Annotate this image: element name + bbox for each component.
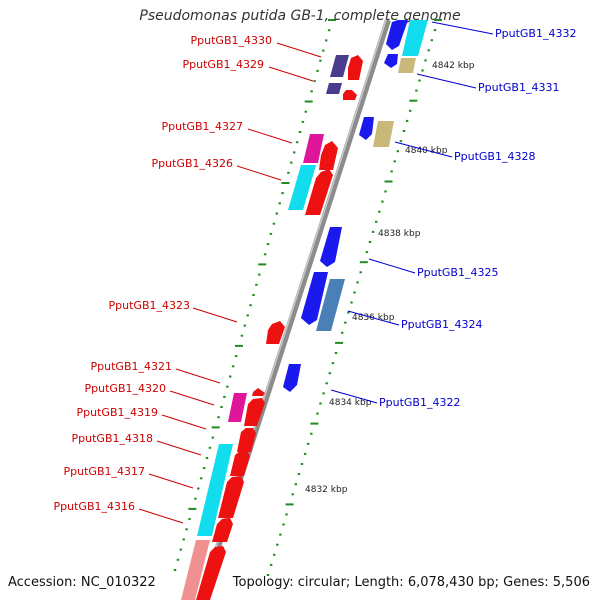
length-label: Length: xyxy=(354,575,404,590)
gene-label-4330[interactable]: PputGB1_4330 xyxy=(191,34,272,47)
gene-label-4317[interactable]: PputGB1_4317 xyxy=(64,465,145,478)
gene-label-4329[interactable]: PputGB1_4329 xyxy=(183,58,264,71)
leader-4324 xyxy=(347,310,400,326)
leader-4322 xyxy=(330,389,378,404)
minus-strand-genes xyxy=(181,55,363,600)
scale-label-4832: 4832 kbp xyxy=(305,485,348,495)
leader-4321 xyxy=(175,368,221,384)
accession-label: Accession: xyxy=(8,575,77,590)
gene-arrow-4323-minus[interactable] xyxy=(266,321,285,344)
leader-4318 xyxy=(156,440,202,456)
gene-label-4332[interactable]: PputGB1_4332 xyxy=(495,27,576,40)
leader-4317 xyxy=(148,473,194,489)
gene-arrow-4331-plus[interactable] xyxy=(384,54,398,68)
gene-label-4321[interactable]: PputGB1_4321 xyxy=(91,360,172,373)
leader-4323 xyxy=(192,307,238,323)
scale-label-4842: 4842 kbp xyxy=(432,61,475,71)
gene-block-4327-magenta[interactable] xyxy=(303,134,324,163)
minus-gene-labels: PputGB1_4330 PputGB1_4329 PputGB1_4327 P… xyxy=(54,34,272,513)
genome-stats: Topology: circular; Length: 6,078,430 bp… xyxy=(232,575,590,590)
gene-arrow-4322-plus[interactable] xyxy=(283,364,301,392)
leader-4328 xyxy=(394,141,453,158)
gene-arrow-4329-minus[interactable] xyxy=(343,90,357,100)
plus-gene-labels: PputGB1_4332 PputGB1_4331 PputGB1_4328 P… xyxy=(379,27,576,409)
gene-block-4317-cyan[interactable] xyxy=(197,444,233,536)
gene-label-4328[interactable]: PputGB1_4328 xyxy=(454,150,535,163)
gene-block-4329-purple[interactable] xyxy=(326,83,342,94)
gene-arrow-4325-plus[interactable] xyxy=(320,227,342,267)
gene-arrow-4318-minus[interactable] xyxy=(230,451,250,476)
gene-arrow-4327-minus[interactable] xyxy=(319,141,338,170)
gene-arrow-extra-minus[interactable] xyxy=(196,546,226,600)
gene-label-4327[interactable]: PputGB1_4327 xyxy=(162,120,243,133)
leader-4319 xyxy=(161,414,207,430)
accession-value: NC_010322 xyxy=(80,575,156,590)
gene-block-4328-khaki[interactable] xyxy=(373,121,394,147)
gene-arrow-4319-minus[interactable] xyxy=(237,428,256,452)
gene-block-4331-khaki[interactable] xyxy=(398,58,416,73)
gene-label-4331[interactable]: PputGB1_4331 xyxy=(478,81,559,94)
gene-block-extra-pink[interactable] xyxy=(181,540,210,600)
gene-arrow-4326-minus[interactable] xyxy=(305,169,333,215)
plus-strand-tick-track xyxy=(266,19,442,576)
leader-4326 xyxy=(236,165,282,181)
plus-label-leaders xyxy=(330,21,494,404)
gene-label-4323[interactable]: PputGB1_4323 xyxy=(109,299,190,312)
leader-4332 xyxy=(431,21,494,35)
leader-4316 xyxy=(138,508,184,524)
genes-value: 5,506 xyxy=(552,575,590,590)
minus-strand-tick-track xyxy=(173,19,336,571)
length-value: 6,078,430 bp xyxy=(407,575,495,590)
gene-label-4322[interactable]: PputGB1_4322 xyxy=(379,396,460,409)
leader-4330 xyxy=(276,42,322,58)
topology-value: circular xyxy=(297,575,346,590)
accession-info: Accession: NC_010322 xyxy=(8,575,156,590)
minus-label-leaders xyxy=(138,42,322,524)
gene-arrow-4321-minus[interactable] xyxy=(252,388,265,396)
leader-4329 xyxy=(268,66,314,82)
gene-block-4330-purple[interactable] xyxy=(330,55,349,77)
gene-arrow-4330-minus[interactable] xyxy=(348,55,363,80)
scale-label-4840: 4840 kbp xyxy=(405,146,448,156)
gene-label-4326[interactable]: PputGB1_4326 xyxy=(152,157,233,170)
gene-label-4316[interactable]: PputGB1_4316 xyxy=(54,500,135,513)
gene-arrow-4317-minus[interactable] xyxy=(218,476,244,518)
gene-arrow-4332-plus[interactable] xyxy=(386,20,408,50)
genome-title: Pseudomonas putida GB-1, complete genome xyxy=(139,8,461,24)
scale-label-4834: 4834 kbp xyxy=(329,398,372,408)
gene-arrow-4316-minus[interactable] xyxy=(212,518,233,542)
gene-block-4326-cyan[interactable] xyxy=(288,165,316,210)
leader-4325 xyxy=(368,258,416,274)
leader-4327 xyxy=(247,128,293,144)
scale-label-4838: 4838 kbp xyxy=(378,229,421,239)
gene-block-4332-cyan[interactable] xyxy=(402,20,428,56)
topology-label: Topology: xyxy=(232,575,294,590)
genes-label: Genes: xyxy=(503,575,549,590)
gene-label-4319[interactable]: PputGB1_4319 xyxy=(77,406,158,419)
gene-label-4325[interactable]: PputGB1_4325 xyxy=(417,266,498,279)
gene-label-4324[interactable]: PputGB1_4324 xyxy=(401,318,482,331)
gene-block-4320-magenta[interactable] xyxy=(228,393,247,422)
plus-strand-genes xyxy=(283,20,428,392)
leader-4320 xyxy=(169,390,215,406)
gene-arrow-4328-plus[interactable] xyxy=(359,117,374,140)
gene-block-4324-steelblue[interactable] xyxy=(316,279,345,331)
gene-label-4320[interactable]: PputGB1_4320 xyxy=(85,382,166,395)
gene-arrow-4320-minus[interactable] xyxy=(244,398,265,426)
gene-arrow-4324-plus[interactable] xyxy=(301,272,328,325)
leader-4331 xyxy=(416,73,477,89)
gene-label-4318[interactable]: PputGB1_4318 xyxy=(72,432,153,445)
